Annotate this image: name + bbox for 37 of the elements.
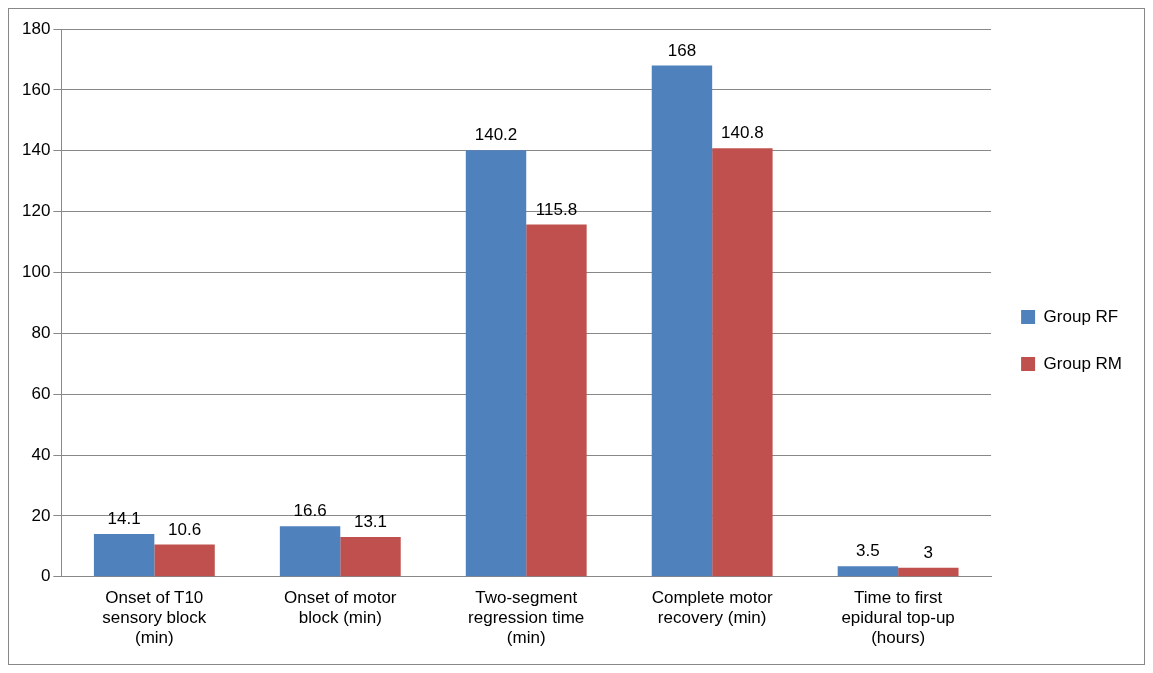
data-label: 14.1 xyxy=(107,509,141,529)
data-label: 168 xyxy=(667,40,697,60)
bar xyxy=(712,148,773,577)
bar xyxy=(837,566,899,577)
x-tick-label: Two-segment regression time (min) xyxy=(468,587,585,648)
data-label: 140.2 xyxy=(474,125,518,145)
bar xyxy=(898,567,959,577)
bar xyxy=(526,224,587,577)
y-tick-label: 20 xyxy=(31,505,51,525)
y-tick-label: 100 xyxy=(21,262,51,282)
x-tick-label: Complete motor recovery (min) xyxy=(651,587,773,628)
bar xyxy=(154,544,215,577)
bar xyxy=(340,536,401,577)
data-label: 13.1 xyxy=(353,512,388,532)
bar xyxy=(279,526,341,577)
y-tick-label: 120 xyxy=(21,201,51,221)
data-label: 16.6 xyxy=(293,501,327,521)
y-tick-label: 180 xyxy=(21,18,51,38)
data-label: 115.8 xyxy=(535,199,578,219)
y-tick-label: 40 xyxy=(31,444,51,464)
x-tick-label: Time to first epidural top-up (hours) xyxy=(841,587,955,648)
y-tick-label: 60 xyxy=(31,383,51,403)
y-tick-label: 160 xyxy=(21,79,51,99)
y-tick-label: 80 xyxy=(31,323,51,343)
bar xyxy=(93,533,155,577)
y-tick-label: 0 xyxy=(40,566,51,586)
legend-label: Group RM xyxy=(1043,353,1123,373)
x-tick-label: Onset of motor block (min) xyxy=(284,587,397,628)
y-tick-label: 140 xyxy=(21,140,51,160)
data-label: 3 xyxy=(923,542,934,562)
data-label: 3.5 xyxy=(856,541,880,561)
data-label: 10.6 xyxy=(168,519,202,539)
bar xyxy=(465,150,527,577)
x-tick-label: Onset of T10 sensory block (min) xyxy=(102,587,207,648)
data-label: 140.8 xyxy=(721,123,764,143)
legend-label: Group RF xyxy=(1043,306,1119,326)
bar xyxy=(651,65,713,577)
